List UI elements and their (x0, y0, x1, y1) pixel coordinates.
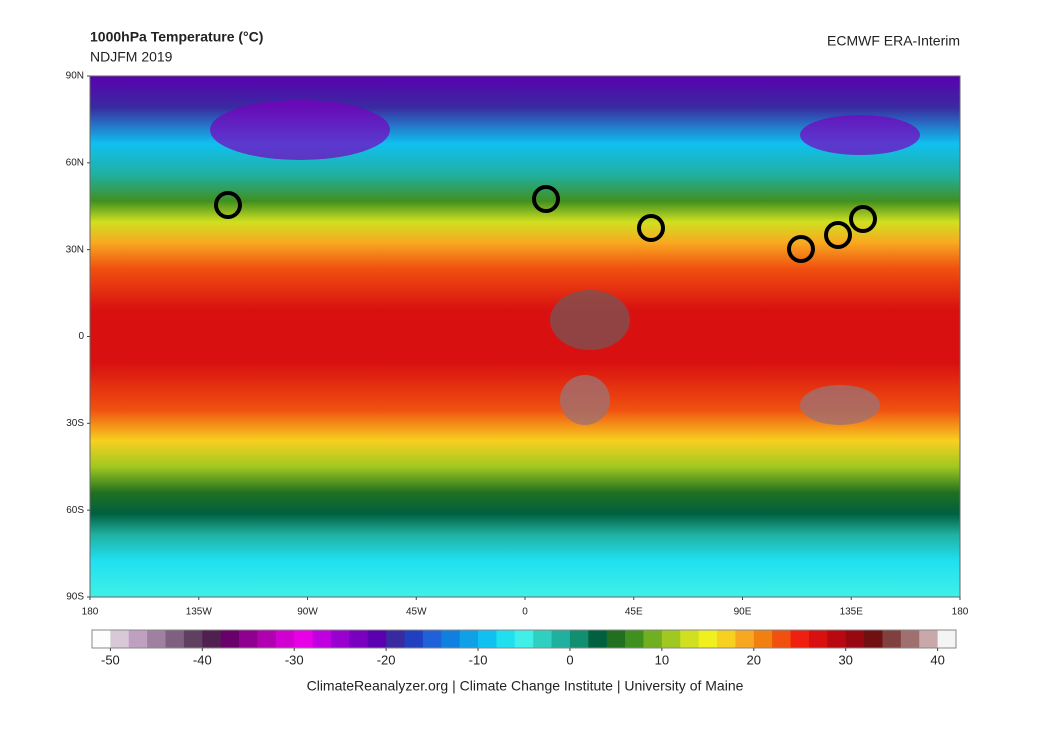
colorbar-tick-label: 30 (838, 652, 852, 667)
colorbar-cell (386, 630, 406, 648)
colorbar-cell (900, 630, 920, 648)
lat-tick-label: 90N (66, 71, 84, 82)
lon-tick-label: 135W (186, 607, 213, 618)
colorbar-cell (569, 630, 589, 648)
colorbar-tick-label: -20 (377, 652, 396, 667)
colorbar-cell (165, 630, 185, 648)
lon-tick-label: 45E (625, 607, 643, 618)
lon-tick-label: 135E (840, 607, 864, 618)
colorbar-cell (772, 630, 792, 648)
colorbar-cell (845, 630, 865, 648)
colorbar-cell (330, 630, 350, 648)
colorbar-cell (937, 630, 957, 648)
colorbar-cell (257, 630, 277, 648)
lon-tick-label: 180 (82, 607, 99, 618)
lat-tick-label: 90S (66, 592, 84, 603)
map-field (89, 75, 961, 598)
colorbar-cell (735, 630, 755, 648)
marker (824, 221, 852, 249)
colorbar-cell (717, 630, 736, 648)
hot-region (550, 290, 630, 350)
colorbar-cell (110, 630, 130, 648)
hot-region (560, 375, 610, 425)
colorbar-tick-label: -40 (193, 652, 212, 667)
colorbar-cell (643, 630, 663, 648)
colorbar-cell (92, 630, 111, 648)
colorbar-cell (864, 630, 883, 648)
lat-tick-label: 60N (66, 157, 84, 168)
colorbar-cell (147, 630, 167, 648)
cold-region (210, 100, 390, 160)
colorbar-cell (275, 630, 295, 648)
colorbar-tick-label: 40 (930, 652, 944, 667)
colorbar-cell (698, 630, 718, 648)
colorbar-cell (239, 630, 258, 648)
marker (787, 235, 815, 263)
colorbar-cell (128, 630, 148, 648)
marker (214, 191, 242, 219)
colorbar-cell (551, 630, 571, 648)
lon-tick-label: 45W (406, 607, 427, 618)
lat-tick-label: 30S (66, 418, 84, 429)
colorbar-cell (404, 630, 424, 648)
lat-tick-label: 30N (66, 244, 84, 255)
colorbar-cell (827, 630, 847, 648)
colorbar-cell (753, 630, 773, 648)
colorbar-cell (202, 630, 222, 648)
lat-tick-label: 60S (66, 505, 84, 516)
colorbar-cell (625, 630, 644, 648)
lon-tick-label: 90E (734, 607, 752, 618)
colorbar-cell (220, 630, 240, 648)
colorbar-tick-label: 20 (747, 652, 761, 667)
colorbar-tick-label: -10 (469, 652, 488, 667)
marker (849, 205, 877, 233)
cold-region (800, 115, 920, 155)
colorbar-cell (496, 630, 516, 648)
colorbar-cell (441, 630, 461, 648)
colorbar-cell (367, 630, 387, 648)
colorbar-cell (919, 630, 939, 648)
hot-region (800, 385, 880, 425)
lon-tick-label: 180 (952, 607, 969, 618)
colorbar-cell (478, 630, 497, 648)
colorbar-cell (882, 630, 902, 648)
title: 1000hPa Temperature (°C) (90, 29, 263, 45)
marker (532, 185, 560, 213)
colorbar-cell (312, 630, 332, 648)
lon-tick-label: 0 (522, 607, 528, 618)
subtitle: NDJFM 2019 (90, 49, 173, 65)
map (89, 75, 961, 598)
colorbar-cell (808, 630, 828, 648)
colorbar-cell (680, 630, 700, 648)
colorbar-tick-label: 10 (655, 652, 669, 667)
footer: ClimateReanalyzer.org | Climate Change I… (307, 678, 744, 694)
colorbar-cell (183, 630, 203, 648)
colorbar-cell (606, 630, 626, 648)
marker (637, 214, 665, 242)
colorbar-cell (514, 630, 534, 648)
lat-tick-label: 0 (78, 331, 84, 342)
markers (214, 185, 877, 263)
source: ECMWF ERA-Interim (827, 33, 960, 49)
colorbar-cell (294, 630, 314, 648)
colorbar-tick-label: -50 (101, 652, 120, 667)
colorbar-cell (588, 630, 608, 648)
colorbar-cell (533, 630, 553, 648)
colorbar-cell (661, 630, 681, 648)
colorbar-cell (459, 630, 479, 648)
colorbar-frame (91, 629, 957, 649)
colorbar-cell (422, 630, 442, 648)
colorbar-tick-label: 0 (566, 652, 573, 667)
lon-tick-label: 90W (297, 607, 318, 618)
colorbar-cell (790, 630, 810, 648)
colorbar-cell (349, 630, 369, 648)
colorbar-tick-label: -30 (285, 652, 304, 667)
